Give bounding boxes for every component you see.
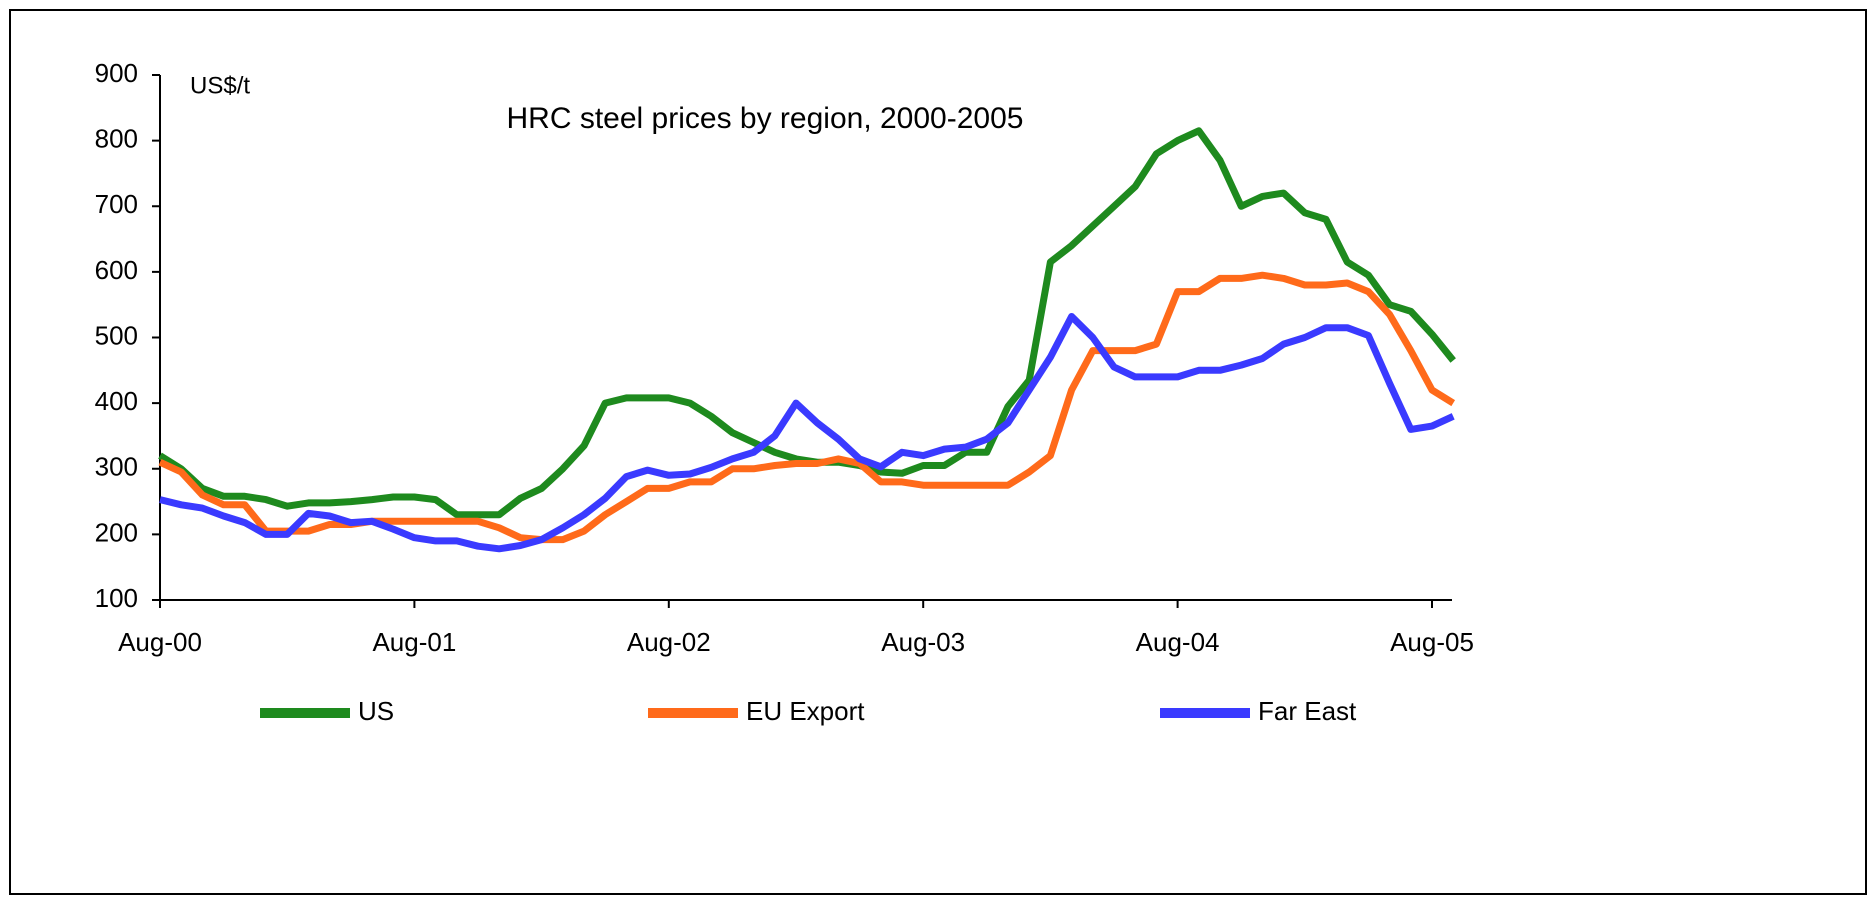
y-tick-label: 200 [95,517,138,547]
y-tick-label: 900 [95,58,138,88]
x-tick-label: Aug-05 [1390,627,1474,657]
legend-label: US [358,696,394,726]
y-tick-label: 800 [95,124,138,154]
y-axis-label: US$/t [190,72,250,99]
series-line [159,313,1455,553]
y-tick-label: 600 [95,255,138,285]
x-tick-label: Aug-03 [881,627,965,657]
frame [9,9,1867,895]
legend-label: EU Export [746,696,865,726]
x-tick-label: Aug-04 [1136,627,1220,657]
x-tick-label: Aug-01 [372,627,456,657]
y-tick-label: 700 [95,189,138,219]
legend-label: Far East [1258,696,1357,726]
series-line [158,127,1456,519]
x-tick-label: Aug-00 [118,627,202,657]
y-tick-label: 400 [95,386,138,416]
y-tick-label: 300 [95,452,138,482]
y-tick-label: 500 [95,320,138,350]
x-tick-label: Aug-02 [627,627,711,657]
y-tick-label: 100 [95,583,138,613]
chart-title: HRC steel prices by region, 2000-2005 [507,102,1024,135]
